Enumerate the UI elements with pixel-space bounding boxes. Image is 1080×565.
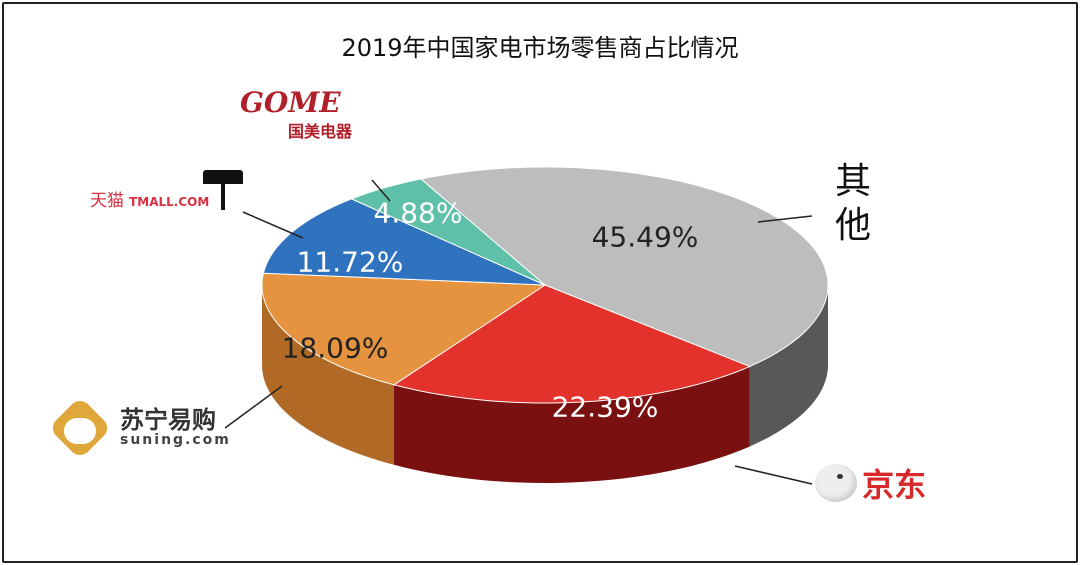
tmall-cat-icon [203,170,243,210]
leader-line-0 [757,215,813,223]
pie-slice-4 [350,178,546,286]
tmall-brand-cn: 天猫 [90,191,124,211]
leader-line-3 [242,211,304,239]
pie-side-1 [394,366,750,483]
jd-brand-text: 京东 [862,466,927,504]
pie-side-0 [749,285,828,447]
pie-slice-2 [261,272,547,386]
data-label-3: 11.72% [296,245,404,279]
data-label-2: 18.09% [281,331,389,365]
tmall-brand-en: TMALL.COM [129,195,210,209]
pie-slice-1 [392,284,752,404]
leader-line-4 [371,179,391,202]
jd-logo: 京东 [815,460,926,506]
data-label-0: 45.49% [591,220,699,254]
pie-slice-3 [262,198,546,286]
suning-brand-cn: 苏宁易购 [120,406,216,434]
gome-logo: GOME 国美电器 [240,88,352,142]
label-other: 其他 [835,161,872,246]
data-label-4: 4.88% [373,196,463,230]
suning-brand-en: suning.com [120,432,231,448]
chart-title: 2019年中国家电市场零售商占比情况 [341,34,739,62]
gome-brand-cn: 国美电器 [288,122,353,141]
data-label-1: 22.39% [551,390,659,424]
pie-slice-0 [419,166,829,368]
leader-line-1 [734,465,813,485]
gome-brand-en: GOME [240,86,341,119]
leader-line-2 [224,385,283,429]
tmall-logo: 天猫 TMALL.COM [90,186,209,211]
pie-side-2 [262,285,395,465]
jd-mascot-icon [815,464,857,502]
suning-lion-face-icon [64,418,96,444]
